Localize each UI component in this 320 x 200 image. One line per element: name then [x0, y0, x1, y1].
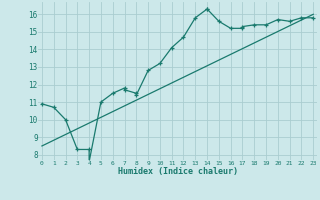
X-axis label: Humidex (Indice chaleur): Humidex (Indice chaleur): [118, 167, 238, 176]
